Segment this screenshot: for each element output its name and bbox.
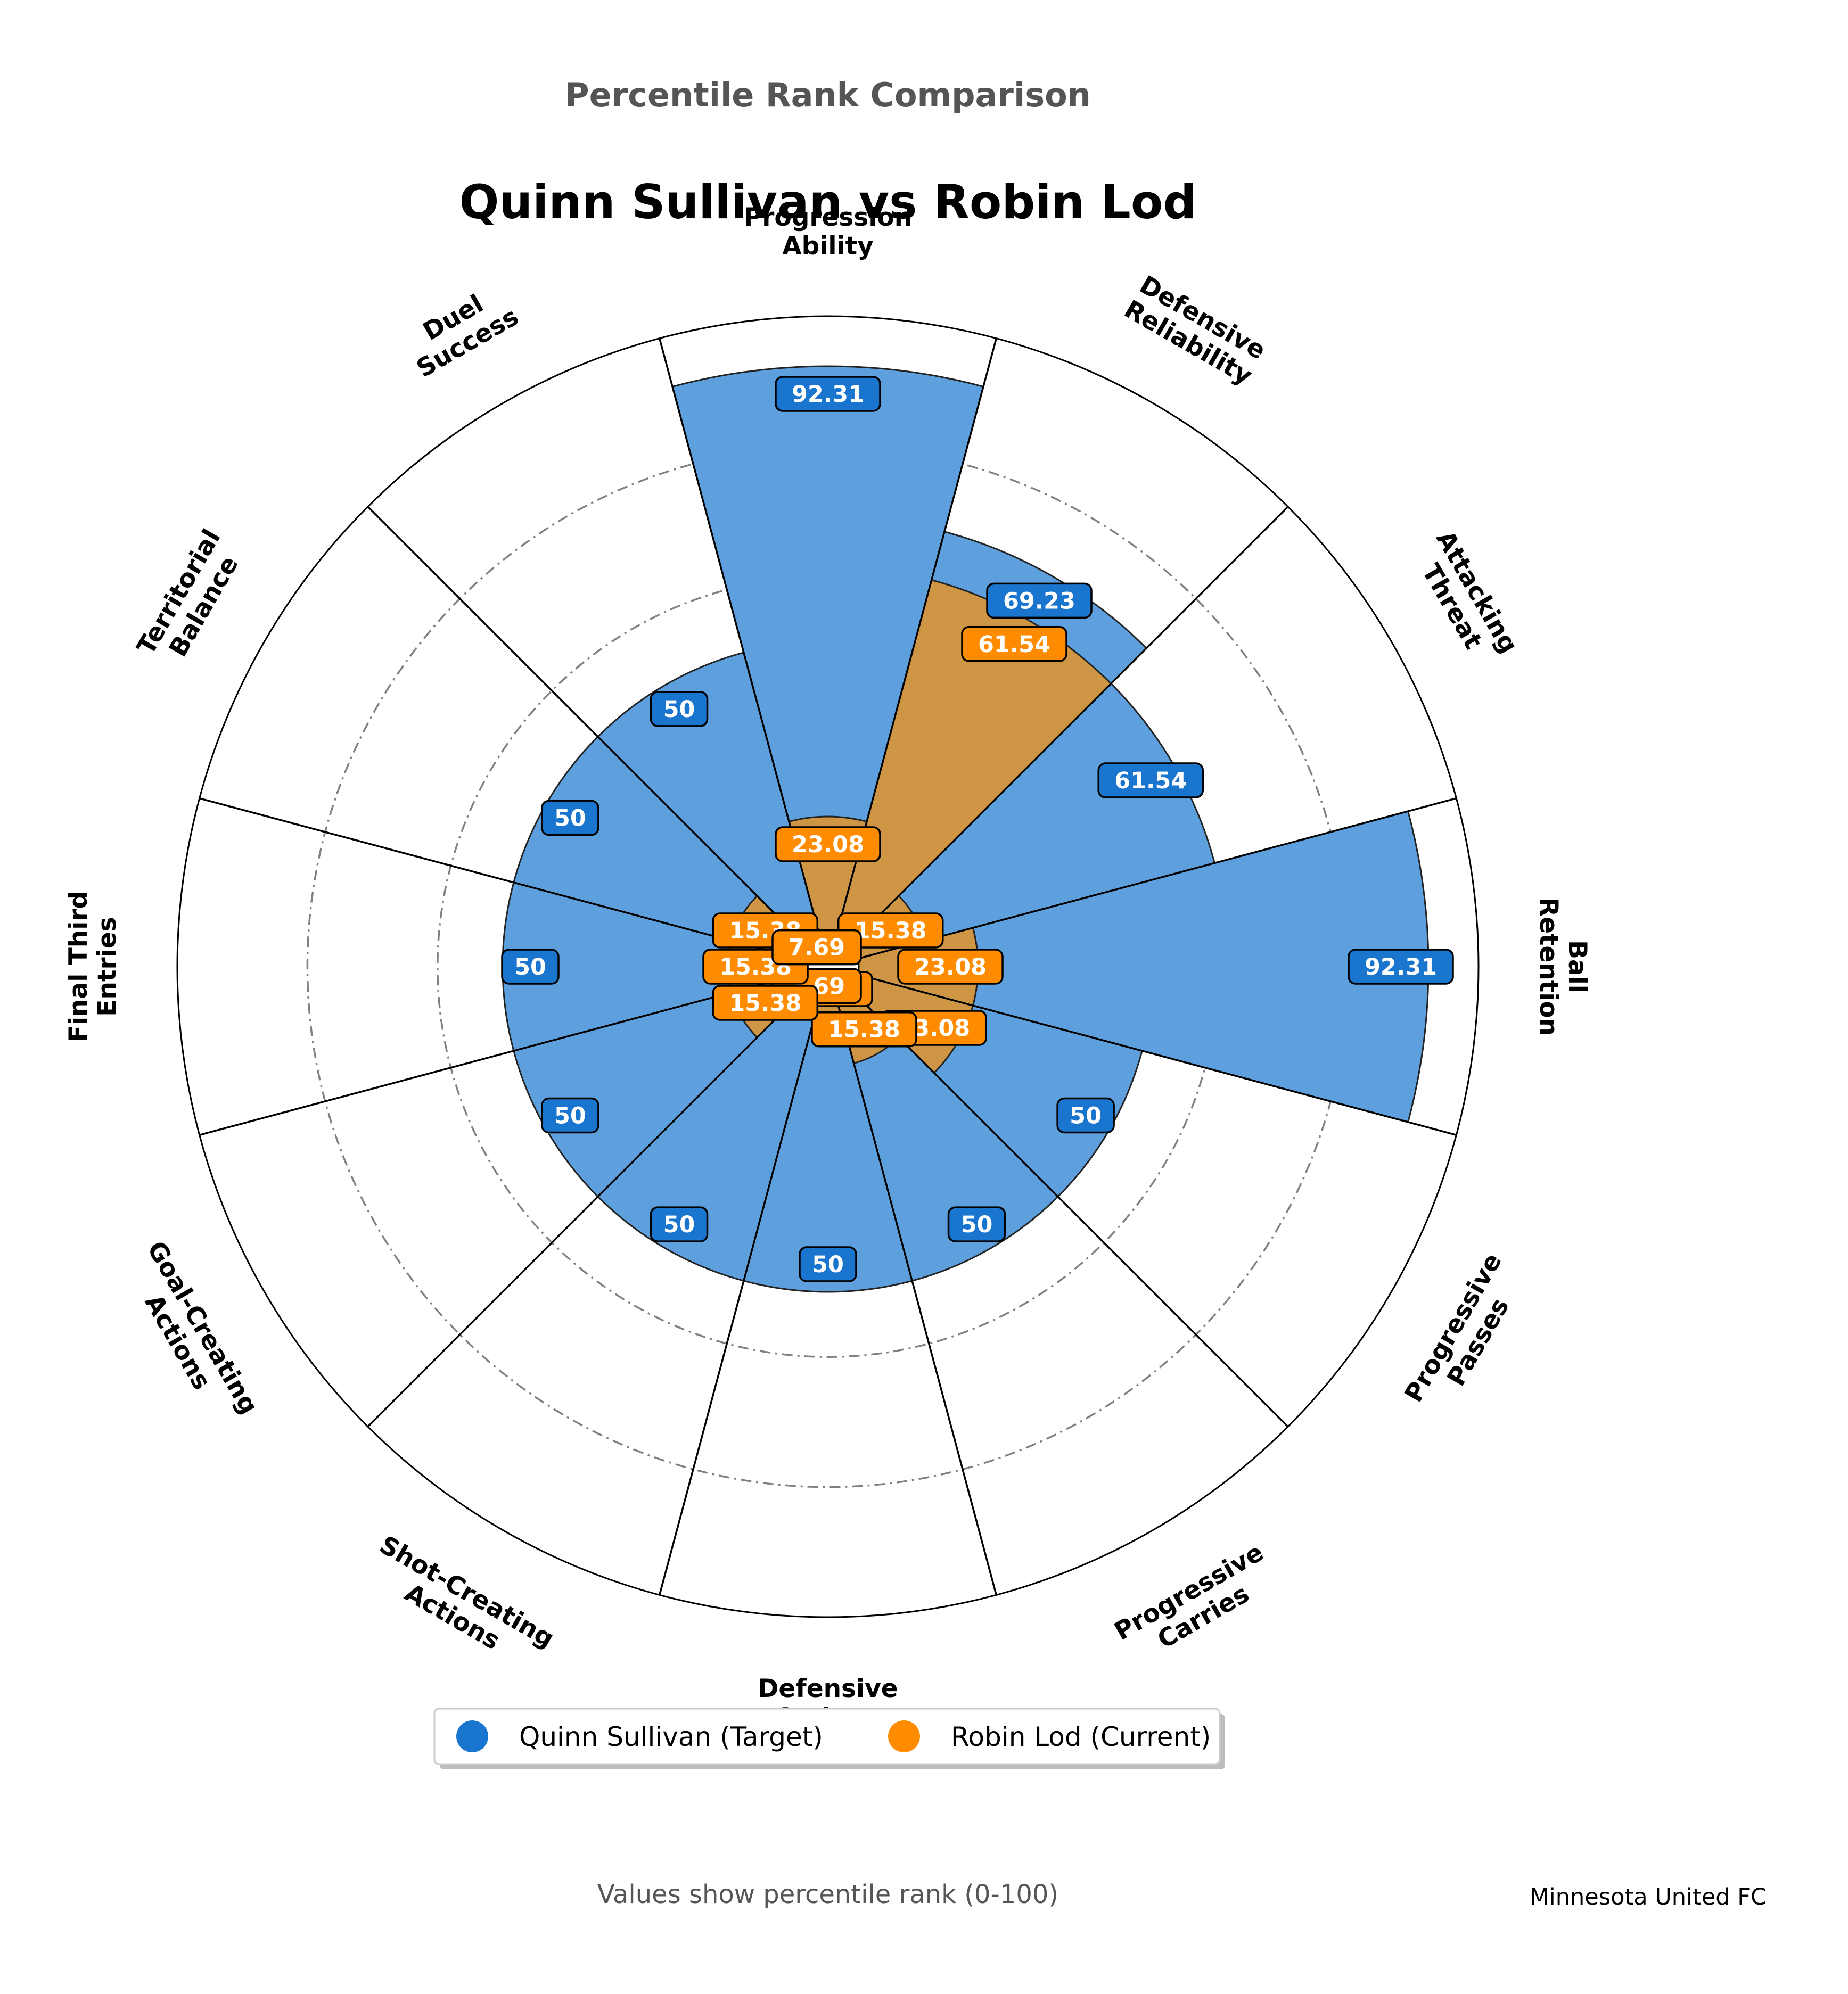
- target-value-label-3: 92.31: [1348, 949, 1454, 985]
- category-label-8: Goal-CreatingActions: [116, 1236, 264, 1433]
- target-bar-6: [743, 963, 913, 1293]
- footer-note: Values show percentile rank (0-100): [597, 1880, 1058, 1909]
- current-value-label-5: 15.38: [811, 1011, 917, 1048]
- svg-text:23.08: 23.08: [792, 831, 864, 858]
- legend-label-current: Robin Lod (Current): [951, 1721, 1211, 1752]
- legend: Quinn Sullivan (Target) Robin Lod (Curre…: [433, 1708, 1225, 1769]
- svg-text:92.31: 92.31: [792, 381, 864, 408]
- target-value-label-5: 50: [947, 1206, 1006, 1242]
- value-labels: 92.31 69.23 61.54 92.31 50 50 50 50 50 50 50 50 23.0…: [501, 376, 1454, 1282]
- target-value-label-7: 50: [650, 1206, 709, 1242]
- svg-text:50: 50: [812, 1251, 844, 1278]
- svg-text:50: 50: [961, 1212, 993, 1238]
- sector-divider-1: [827, 506, 1289, 968]
- svg-text:50: 50: [663, 696, 695, 723]
- current-bar-1: [826, 579, 1112, 970]
- target-value-label-10: 50: [541, 800, 599, 836]
- target-bar-0: [671, 365, 984, 970]
- target-bar-11: [596, 651, 829, 970]
- current-value-label-1: 61.54: [961, 626, 1067, 662]
- chart-suptitle: Percentile Rank Comparison: [565, 76, 1091, 114]
- target-value-label-4: 50: [1056, 1097, 1115, 1134]
- svg-text:15.38: 15.38: [855, 918, 927, 944]
- category-label-5: ProgressiveCarries: [1110, 1538, 1283, 1671]
- category-label-0: Progression Ability: [744, 203, 912, 261]
- category-label-11: DuelSuccess: [397, 277, 523, 384]
- sector-divider-10: [367, 506, 829, 968]
- category-label-4: ProgressivePasses: [1399, 1248, 1533, 1422]
- svg-text:Shot-CreatingActions: Shot-CreatingActions: [360, 1530, 559, 1679]
- svg-text:15.38: 15.38: [729, 990, 801, 1017]
- target-value-label-9: 50: [501, 949, 560, 985]
- footer-credit: Minnesota United FC: [1530, 1884, 1767, 1910]
- svg-text:23.08: 23.08: [914, 954, 987, 980]
- target-value-label-1: 69.23: [986, 582, 1093, 619]
- sector-divider-3: [827, 966, 1457, 1136]
- current-value-label-8: 15.38: [712, 985, 819, 1021]
- sector-divider-7: [367, 966, 829, 1428]
- svg-text:69.23: 69.23: [1003, 588, 1075, 614]
- target-bar-7: [596, 963, 829, 1282]
- sector-divider-5: [827, 966, 997, 1595]
- target-value-label-8: 50: [541, 1097, 599, 1134]
- svg-text:AttackingThreat: AttackingThreat: [1406, 526, 1524, 673]
- category-label-1: DefensiveReliability: [1119, 269, 1271, 391]
- svg-text:ProgressivePasses: ProgressivePasses: [1399, 1248, 1533, 1422]
- category-label-10: TerritorialBalance: [132, 524, 251, 674]
- svg-text:DefensiveReliability: DefensiveReliability: [1119, 269, 1271, 391]
- current-value-label-2: 15.38: [837, 912, 944, 949]
- svg-text:BallRetention: BallRetention: [1534, 897, 1592, 1036]
- svg-text:50: 50: [554, 805, 586, 832]
- category-label-3: BallRetention: [1534, 897, 1592, 1036]
- svg-text:61.54: 61.54: [978, 631, 1050, 658]
- svg-text:Final ThirdEntries: Final ThirdEntries: [64, 891, 122, 1042]
- current-value-label-11: 7.69: [771, 929, 862, 966]
- outer-ring: [176, 315, 1480, 1618]
- svg-text:Goal-CreatingActions: Goal-CreatingActions: [116, 1236, 264, 1433]
- target-value-label-11: 50: [650, 691, 709, 727]
- category-label-7: Shot-CreatingActions: [360, 1530, 559, 1679]
- category-label-9: Final ThirdEntries: [64, 891, 122, 1042]
- svg-text:TerritorialBalance: TerritorialBalance: [132, 524, 251, 674]
- svg-text:50: 50: [1070, 1103, 1102, 1130]
- target-value-label-6: 50: [799, 1246, 857, 1282]
- current-value-label-0: 23.08: [775, 826, 881, 862]
- svg-text:50: 50: [554, 1103, 586, 1130]
- bar-layer: [502, 365, 1430, 1293]
- svg-text:ProgressiveCarries: ProgressiveCarries: [1110, 1538, 1283, 1671]
- category-label-2: AttackingThreat: [1406, 526, 1524, 673]
- sector-divider-6: [659, 966, 829, 1595]
- svg-text:7.69: 7.69: [789, 935, 845, 961]
- legend-marker-target: [456, 1720, 488, 1752]
- svg-text:DuelSuccess: DuelSuccess: [397, 277, 523, 384]
- legend-label-target: Quinn Sullivan (Target): [519, 1721, 823, 1752]
- target-value-label-2: 61.54: [1097, 762, 1204, 798]
- current-value-label-3: 23.08: [897, 949, 1004, 985]
- target-value-label-0: 92.31: [775, 376, 881, 412]
- svg-text:92.31: 92.31: [1365, 954, 1437, 980]
- svg-text:61.54: 61.54: [1114, 768, 1187, 794]
- legend-marker-current: [888, 1720, 920, 1752]
- svg-text:15.38: 15.38: [828, 1017, 900, 1043]
- chart-title: Quinn Sullivan vs Robin Lod: [459, 175, 1197, 229]
- svg-text:50: 50: [663, 1212, 695, 1238]
- svg-text:50: 50: [514, 954, 546, 980]
